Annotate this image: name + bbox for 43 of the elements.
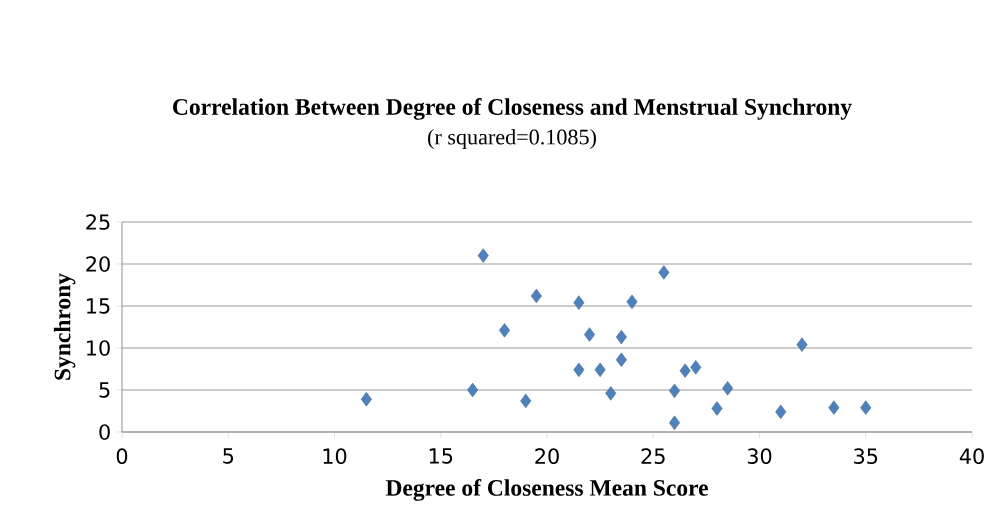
x-tick-label: 40 (959, 448, 984, 465)
chart-title: Correlation Between Degree of Closeness and Menstrual Synchrony (173, 98, 852, 120)
point (860, 400, 872, 415)
point (520, 393, 532, 409)
x-tick-label: 5 (223, 448, 234, 464)
point (530, 288, 542, 304)
point (499, 323, 510, 338)
point (775, 404, 787, 420)
point (658, 265, 670, 280)
x-tick-label: 25 (641, 448, 665, 465)
point (360, 392, 372, 407)
point (828, 400, 840, 415)
point (584, 327, 595, 342)
point (669, 415, 680, 430)
x-axis-title: Degree of Closeness Mean Score (385, 479, 708, 501)
point (467, 382, 479, 398)
y-tick-label: 20 (86, 256, 110, 272)
x-tick-label: 35 (854, 448, 878, 465)
point (626, 294, 638, 309)
point (796, 337, 808, 352)
y-tick-label: 5 (99, 382, 110, 398)
chart-subtitle: (r squared=0.1085) (428, 128, 596, 150)
point (573, 362, 585, 378)
point (711, 401, 723, 416)
y-tick-label: 10 (87, 340, 110, 356)
point (477, 248, 489, 263)
point (722, 381, 734, 396)
x-tick-label: 30 (747, 448, 772, 465)
point (690, 360, 702, 375)
point (594, 362, 606, 378)
point (605, 386, 617, 401)
y-tick-label: 25 (86, 214, 110, 230)
y-tick-label: 15 (87, 298, 110, 314)
point (573, 295, 585, 310)
x-tick-label: 20 (535, 448, 559, 465)
y-axis-title: Synchrony (53, 273, 76, 380)
point (679, 363, 691, 378)
point (615, 329, 627, 345)
point (615, 352, 627, 367)
x-tick-label: 0 (116, 448, 128, 465)
x-tick-label: 15 (429, 448, 453, 464)
x-tick-label: 10 (323, 448, 347, 465)
y-tick-label: 0 (99, 424, 110, 440)
